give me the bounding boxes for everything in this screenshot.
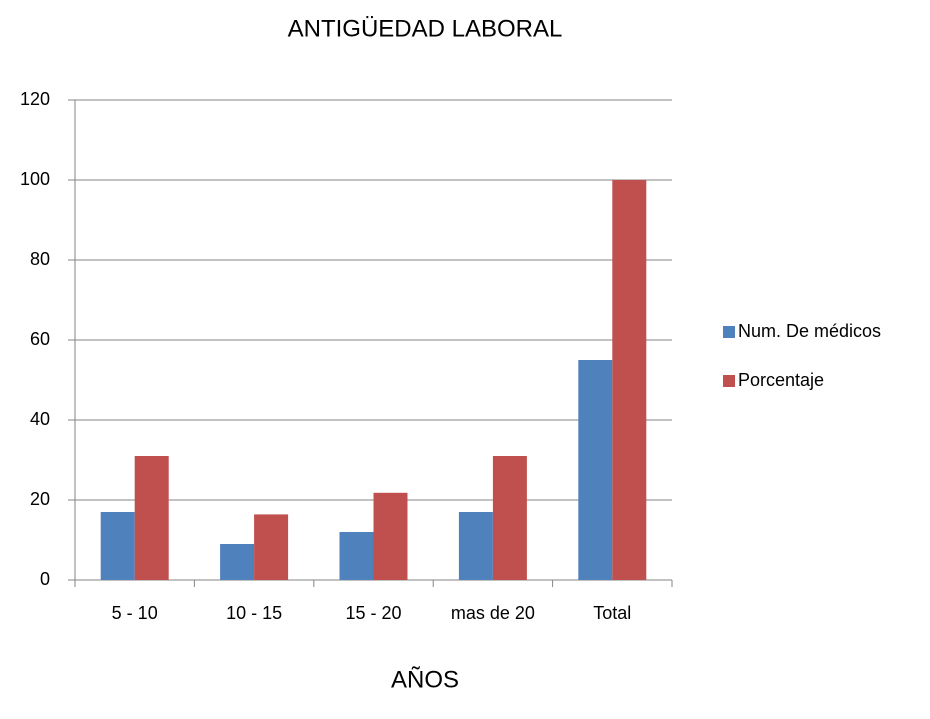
y-tick-label: 100 [20,169,50,189]
x-tick-label: 5 - 10 [112,603,158,623]
bar [373,492,408,580]
bar [612,180,647,580]
bar [492,456,527,580]
legend-swatch [723,326,735,338]
x-tick-label: Total [593,603,631,623]
legend-label: Num. De médicos [738,321,881,341]
bar [254,514,289,580]
x-tick-label: 15 - 20 [345,603,401,623]
bar [339,532,374,580]
x-tick-label: mas de 20 [451,603,535,623]
y-tick-label: 40 [30,409,50,429]
bar [220,544,255,580]
bar [458,512,493,580]
x-axis-label: AÑOS [391,666,459,693]
bar [578,360,613,580]
legend-label: Porcentaje [738,370,824,390]
y-tick-label: 80 [30,249,50,269]
y-tick-label: 0 [40,569,50,589]
y-tick-label: 120 [20,89,50,109]
chart-title: ANTIGÜEDAD LABORAL [288,15,563,42]
bar [100,512,135,580]
y-tick-label: 20 [30,489,50,509]
bar [134,456,169,580]
legend-swatch [723,375,735,387]
y-tick-label: 60 [30,329,50,349]
x-tick-label: 10 - 15 [226,603,282,623]
